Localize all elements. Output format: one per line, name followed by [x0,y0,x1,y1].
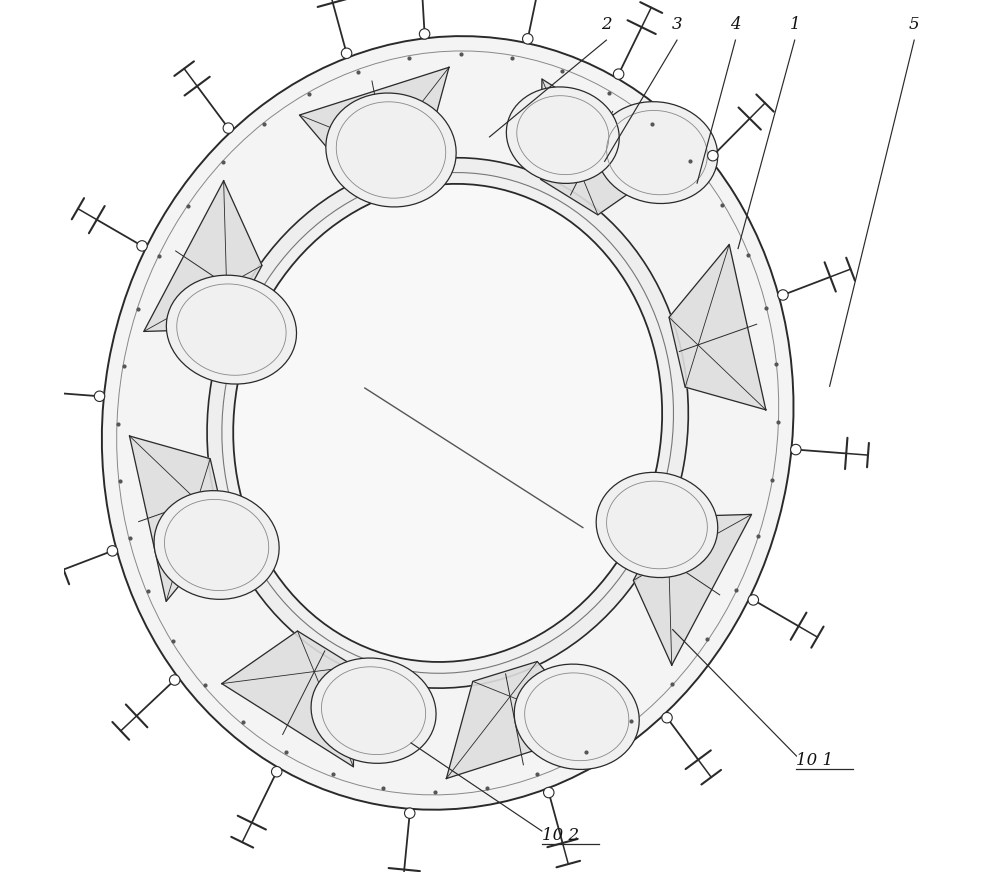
Circle shape [791,445,801,455]
Text: 10 1: 10 1 [796,752,834,769]
Circle shape [778,290,788,300]
Circle shape [405,808,415,819]
Polygon shape [144,181,262,331]
Circle shape [341,48,352,58]
Polygon shape [222,631,355,766]
Polygon shape [130,436,226,602]
Text: 2: 2 [601,17,612,33]
Ellipse shape [514,664,639,769]
Ellipse shape [596,473,718,577]
Circle shape [107,546,118,556]
Ellipse shape [102,36,794,810]
Circle shape [523,34,533,44]
Circle shape [708,151,718,161]
Circle shape [169,675,180,685]
Polygon shape [669,244,766,410]
Polygon shape [299,67,449,184]
Text: 3: 3 [672,17,682,33]
Circle shape [94,391,105,401]
Ellipse shape [596,102,718,203]
Ellipse shape [311,658,436,763]
Text: 4: 4 [730,17,741,33]
Circle shape [223,123,234,133]
Circle shape [544,787,554,798]
Text: 5: 5 [909,17,920,33]
Circle shape [137,241,147,251]
Circle shape [271,766,282,777]
Circle shape [419,29,430,39]
Ellipse shape [222,173,673,673]
Ellipse shape [233,184,662,662]
Circle shape [748,595,759,605]
Polygon shape [633,514,752,665]
Text: 10 2: 10 2 [542,827,579,844]
Ellipse shape [154,491,279,599]
Ellipse shape [506,87,619,183]
Polygon shape [446,662,596,779]
Circle shape [613,69,624,79]
Ellipse shape [326,93,456,207]
Ellipse shape [207,158,688,688]
Ellipse shape [166,276,297,384]
Polygon shape [541,79,674,215]
Circle shape [662,712,672,723]
Text: 1: 1 [789,17,800,33]
